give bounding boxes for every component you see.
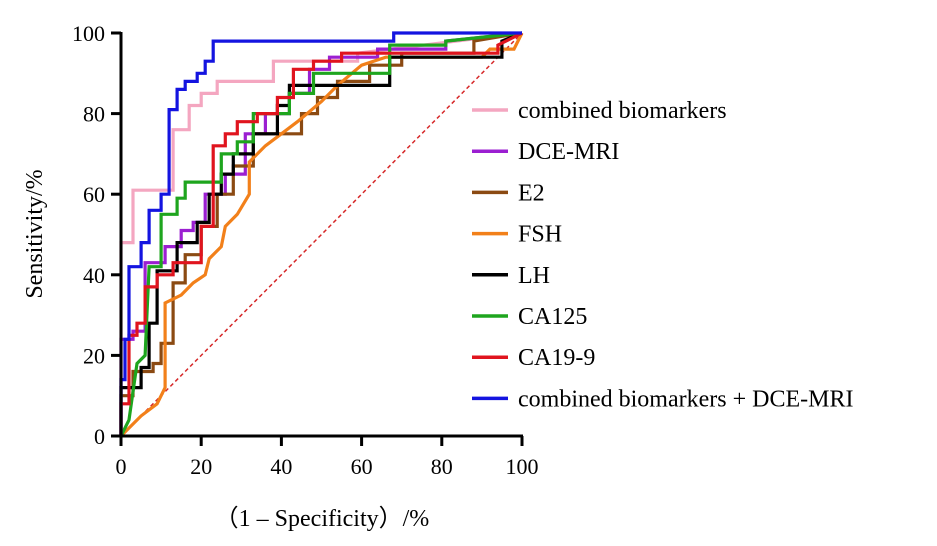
reference-diagonal-line	[120, 32, 523, 437]
x-tick-label: 60	[351, 454, 373, 479]
tick-layer: 0 20 40 60 80 100 0 20 40 60 80 100	[72, 21, 539, 479]
y-tick-label: 100	[72, 21, 105, 46]
roc-curve-2	[119, 31, 523, 436]
x-tick-label: 0	[116, 454, 127, 479]
x-tick-label: 20	[190, 454, 212, 479]
x-tick-label: 40	[270, 454, 292, 479]
y-tick-label: 40	[83, 263, 105, 288]
roc-curves-layer	[119, 31, 524, 438]
legend-label: E2	[518, 180, 545, 206]
y-axis-title: Sensitivity/%	[22, 169, 48, 298]
roc-curve-7	[119, 31, 522, 436]
reference-diagonal-layer	[120, 32, 523, 437]
axes-layer	[119, 32, 523, 438]
roc-curve-6	[119, 31, 523, 436]
legend-label: CA125	[518, 304, 587, 330]
y-tick-label: 0	[94, 424, 105, 449]
legend-label: combined biomarkers + DCE-MRI	[518, 386, 853, 412]
legend-label: CA19-9	[518, 345, 595, 371]
x-tick-label: 100	[506, 454, 539, 479]
legend-label: LH	[518, 263, 550, 289]
legend-label: DCE-MRI	[518, 139, 619, 165]
y-tick-label: 60	[83, 182, 105, 207]
roc-curve-0	[119, 31, 523, 436]
y-tick-label: 80	[83, 102, 105, 127]
roc-curve-5	[119, 31, 523, 437]
legend-label: combined biomarkers	[518, 98, 727, 124]
x-tick-label: 80	[431, 454, 453, 479]
roc-curve-4	[119, 31, 523, 436]
legend: combined biomarkers DCE-MRI E2 FSH LH CA125 CA…	[472, 98, 853, 412]
y-tick-label: 20	[83, 343, 105, 368]
roc-curve-3	[119, 32, 524, 438]
legend-label: FSH	[518, 222, 562, 248]
x-axis-title: （1 – Specificity）/%	[215, 506, 430, 532]
